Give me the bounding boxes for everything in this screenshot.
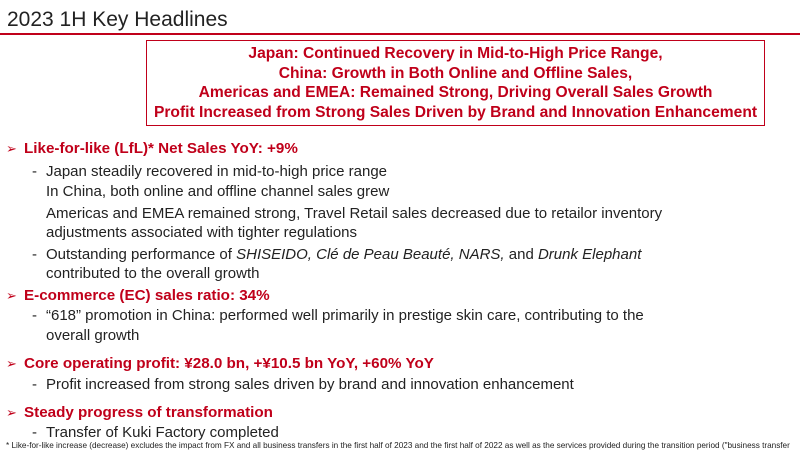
brand-names: SHISEIDO, Clé de Peau Beauté, NARS, (236, 246, 505, 263)
sub-bullet-text: Transfer of Kuki Factory completed (46, 424, 279, 441)
bullet-heading: Steady progress of transformation (24, 404, 273, 421)
sub-bullet: - Profit increased from strong sales driv… (32, 376, 574, 393)
sub-bullet: - Japan steadily recovered in mid-to-high… (32, 163, 387, 180)
sub-bullet: - Transfer of Kuki Factory completed (32, 424, 279, 441)
sub-bullet-text: and (508, 246, 534, 263)
sub-bullet-continuation: adjustments associated with tighter regu… (46, 224, 358, 241)
footnote: * Like-for-like increase (decrease) excl… (6, 441, 790, 450)
headline-line: Americas and EMEA: Remained Strong, Driv… (198, 84, 713, 101)
arrow-bullet-icon: ➢ (6, 356, 17, 371)
arrow-bullet-icon: ➢ (6, 405, 17, 420)
sub-bullet-continuation: Americas and EMEA remained strong, Trave… (46, 205, 663, 222)
sub-bullet-continuation: contributed to the overall growth (46, 265, 260, 282)
title-divider (0, 33, 800, 35)
bullet-heading: Core operating profit: ¥28.0 bn, +¥10.5 … (24, 355, 434, 372)
sub-bullet-continuation: In China, both online and offline channe… (46, 183, 390, 200)
sub-bullet-text: Japan steadily recovered in mid-to-high … (46, 163, 388, 180)
sub-bullet: - “618” promotion in China: performed wel… (32, 307, 644, 324)
dash-marker: - (32, 163, 37, 180)
page-title: 2023 1H Key Headlines (7, 8, 228, 31)
bullet-heading: Like-for-like (LfL)* Net Sales YoY: +9% (24, 140, 298, 157)
arrow-bullet-icon: ➢ (6, 288, 17, 303)
dash-marker: - (32, 246, 37, 263)
bullet-heading: E-commerce (EC) sales ratio: 34% (24, 287, 270, 304)
arrow-bullet-icon: ➢ (6, 141, 17, 156)
bullet-transformation: ➢ Steady progress of transformation (6, 404, 273, 421)
sub-bullet-continuation: overall growth (46, 327, 140, 344)
dash-marker: - (32, 307, 37, 324)
key-headlines-box: Japan: Continued Recovery in Mid-to-High… (146, 40, 765, 126)
bullet-lfl-net-sales: ➢ Like-for-like (LfL)* Net Sales YoY: +9% (6, 140, 298, 157)
sub-bullet-text: Profit increased from strong sales drive… (46, 376, 574, 393)
dash-marker: - (32, 424, 37, 441)
bullet-ec-sales-ratio: ➢ E-commerce (EC) sales ratio: 34% (6, 287, 270, 304)
brand-name-drunk-elephant: Drunk Elephant (537, 246, 642, 263)
bullet-core-operating-profit: ➢ Core operating profit: ¥28.0 bn, +¥10.5… (6, 355, 434, 372)
dash-marker: - (32, 376, 37, 393)
headline-line: Japan: Continued Recovery in Mid-to-High… (248, 45, 663, 62)
sub-bullet-text: Outstanding performance of (46, 246, 232, 263)
sub-bullet: - Outstanding performance of SHISEIDO, Cl… (32, 246, 641, 263)
headline-line: China: Growth in Both Online and Offline… (278, 64, 633, 82)
headline-line: Profit Increased from Strong Sales Drive… (153, 103, 758, 121)
sub-bullet-text: “618” promotion in China: performed well… (46, 307, 644, 324)
